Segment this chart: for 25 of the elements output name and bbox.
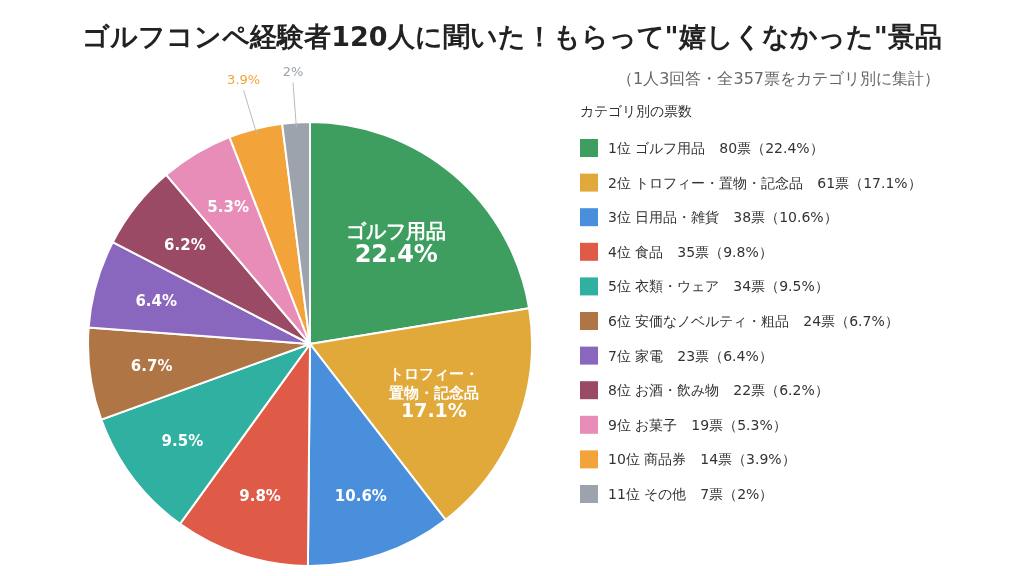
- chart-subtitle: （1人3回答・全357票をカテゴリ別に集計）: [617, 69, 940, 88]
- legend-title: カテゴリ別の票数: [580, 103, 692, 119]
- data-label: 2%: [282, 63, 304, 79]
- legend-label: 1位 ゴルフ用品 80票（22.4%）: [608, 140, 824, 156]
- legend-label: 8位 お酒・飲み物 22票（6.2%）: [608, 382, 829, 399]
- data-label: 6.2%: [164, 235, 206, 254]
- data-label: 3.9%: [227, 71, 261, 87]
- data-label: 6.4%: [135, 291, 177, 310]
- legend-label: 9位 お菓子 19票（5.3%）: [608, 416, 787, 433]
- data-label: ゴルフ用品 22.4%: [346, 218, 447, 268]
- legend-label: 3位 日用品・雑貨 38票（10.6%）: [608, 209, 838, 226]
- legend-label: 11位 その他 7票（2%）: [608, 486, 774, 502]
- legend-label: 2位 トロフィー・置物・記念品 61票（17.1%）: [608, 174, 922, 191]
- data-label: トロフィー・置物・記念品 17.1%: [387, 365, 479, 422]
- data-label: 10.6%: [334, 486, 387, 505]
- data-label: 5.3%: [207, 197, 249, 216]
- data-label: 6.7%: [130, 357, 173, 376]
- data-label: 9.8%: [239, 487, 281, 506]
- legend-label: 7位 家電 23票（6.4%）: [608, 347, 773, 364]
- chart-title: ゴルフコンペ経験者120人に聞いた！もらって"嬉しくなかった"景品: [82, 21, 942, 52]
- legend-label: 6位 安価なノベルティ・粗品 24票（6.7%）: [608, 313, 899, 329]
- data-label: 9.5%: [161, 431, 204, 450]
- legend-label: 10位 商品券 14票（3.9%）: [608, 451, 796, 468]
- legend-label: 4位 食品 35票（9.8%）: [608, 243, 773, 260]
- legend-label: 5位 衣類・ウェア 34票（9.5%）: [608, 278, 829, 295]
